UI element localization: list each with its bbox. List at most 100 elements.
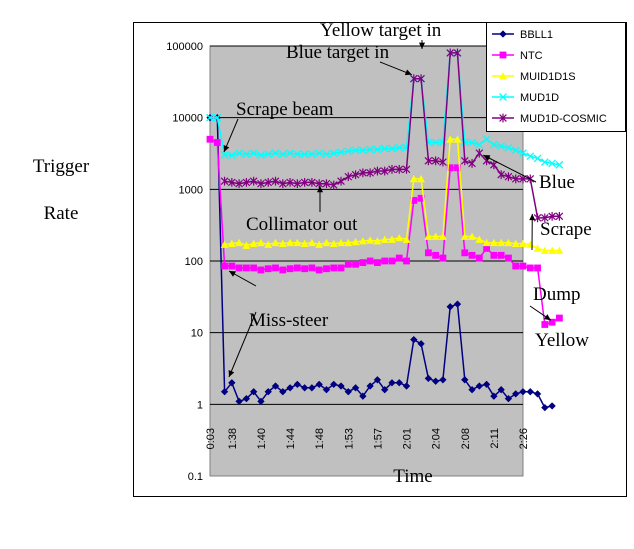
legend-box [486, 22, 626, 132]
x-tick-label: 2:04 [431, 428, 443, 449]
data-point [315, 266, 323, 274]
data-point [410, 197, 418, 204]
data-point [446, 135, 455, 143]
legend-label: MUD1D [520, 92, 559, 104]
data-point [279, 387, 287, 396]
data-point [468, 159, 476, 168]
annotation-scrape-beam: Scrape beam [236, 99, 334, 120]
data-point [526, 264, 534, 272]
data-point [482, 238, 491, 247]
data-point [315, 240, 324, 248]
data-point [540, 246, 549, 254]
data-point [432, 251, 440, 259]
annotations: Yellow target in Blue target in Scrape b… [236, 20, 592, 351]
data-point [286, 238, 294, 247]
data-point [395, 379, 404, 387]
data-point [499, 72, 507, 80]
data-point [286, 149, 294, 157]
data-point [497, 142, 506, 151]
x-tick-label: 0:03 [205, 428, 217, 449]
data-point [322, 238, 331, 247]
data-point [453, 48, 462, 58]
data-point [278, 239, 287, 247]
data-point [264, 265, 272, 273]
data-point [286, 384, 294, 392]
data-point [300, 150, 309, 158]
x-axis-tick-labels: 0:03 1:38 1:40 1:44 1:48 1:53 1:57 2:01 2:04 2:08… [205, 428, 530, 449]
data-point [511, 146, 520, 155]
data-point [329, 380, 338, 389]
data-point [468, 385, 476, 394]
data-point [242, 264, 250, 272]
annotation-dump: Dump [533, 284, 581, 305]
data-point [388, 164, 396, 174]
y-axis-tick-labels: 0.1 1 10 100 1000 10000 100000 [166, 41, 203, 483]
data-point [352, 260, 359, 268]
data-point [366, 257, 374, 265]
data-point [431, 232, 440, 240]
data-point [439, 138, 447, 147]
data-point [351, 170, 360, 180]
data-point [461, 376, 469, 384]
data-point [519, 149, 527, 157]
data-point [242, 394, 251, 403]
data-point [540, 158, 549, 166]
data-point [344, 387, 353, 396]
data-point [439, 254, 447, 262]
data-point [511, 390, 520, 398]
data-point [308, 177, 316, 187]
data-point [213, 113, 222, 122]
data-point [482, 380, 491, 389]
data-point [323, 265, 330, 273]
data-point [278, 150, 287, 158]
data-point [242, 177, 251, 187]
data-point [257, 238, 265, 247]
data-point [351, 384, 360, 392]
data-point [271, 238, 280, 247]
data-point [555, 211, 564, 221]
y-tick-label: 0.1 [188, 471, 203, 483]
data-point [409, 74, 418, 84]
data-point [235, 149, 243, 157]
x-tick-label: 1:57 [372, 428, 384, 449]
data-point [293, 380, 302, 389]
data-point [388, 235, 396, 243]
data-point [555, 246, 564, 254]
legend-entry: MUD1D [492, 92, 559, 104]
data-point [526, 387, 535, 396]
data-point [264, 177, 273, 187]
data-point [322, 385, 331, 394]
data-point [359, 146, 367, 155]
data-point [279, 266, 287, 274]
data-point [329, 149, 338, 157]
data-point [278, 179, 287, 189]
data-point [526, 152, 535, 161]
data-point [228, 177, 236, 187]
data-point [235, 397, 243, 406]
data-point [359, 259, 367, 266]
data-point [388, 379, 396, 387]
data-point [431, 377, 440, 385]
data-point [322, 150, 331, 158]
data-point [468, 138, 476, 147]
data-point [315, 149, 324, 157]
data-point [417, 174, 425, 183]
data-point [344, 260, 352, 268]
data-point [337, 176, 345, 186]
data-point [351, 146, 360, 155]
data-point [344, 147, 353, 156]
data-point [264, 240, 273, 248]
data-point [410, 335, 418, 344]
series-muid1d1s [220, 135, 564, 254]
data-point [293, 179, 302, 189]
legend-label: BBLL1 [520, 29, 553, 41]
data-point [373, 376, 382, 384]
data-point [504, 394, 513, 403]
data-point [337, 264, 345, 272]
data-point [227, 239, 236, 247]
data-point [490, 140, 498, 149]
data-point [499, 51, 507, 59]
data-point [548, 159, 556, 168]
data-point [460, 138, 469, 147]
data-point [257, 397, 265, 406]
